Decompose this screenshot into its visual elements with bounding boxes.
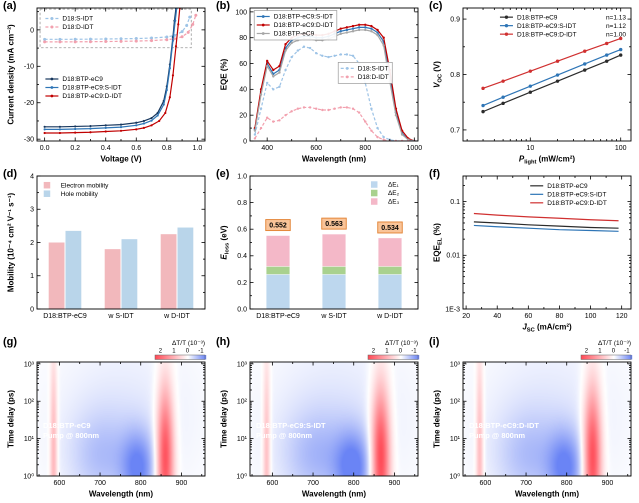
panel-h-tag: (h) <box>216 336 231 348</box>
panel-i-tag: (i) <box>429 336 440 348</box>
panel-i-ta-heatmap <box>426 336 639 503</box>
panel-h-ta-heatmap <box>213 336 426 503</box>
panel-c-tag: (c) <box>429 0 443 12</box>
panel-e-tag: (e) <box>216 168 230 180</box>
panel-a-tag: (a) <box>3 0 17 12</box>
panel-f-tag: (f) <box>429 168 440 180</box>
panel-d-mobility-chart <box>0 168 213 336</box>
panel-h: (h) <box>213 336 426 503</box>
panel-g-tag: (g) <box>3 336 18 348</box>
panel-a: (a) <box>0 0 213 168</box>
panel-b: (b) <box>213 0 426 168</box>
panel-d: (d) <box>0 168 213 336</box>
panel-c-voc-chart <box>426 0 639 168</box>
panel-g-ta-heatmap <box>0 336 213 503</box>
panel-b-tag: (b) <box>216 0 231 12</box>
panel-i: (i) <box>426 336 639 503</box>
panel-e-eloss-chart <box>213 168 426 336</box>
panel-e: (e) <box>213 168 426 336</box>
panel-a-jv-chart <box>0 0 213 168</box>
panel-f: (f) <box>426 168 639 336</box>
panel-f-eqeel-chart <box>426 168 639 336</box>
panel-b-eqe-chart <box>213 0 426 168</box>
panel-g: (g) <box>0 336 213 503</box>
panel-c: (c) <box>426 0 639 168</box>
panel-d-tag: (d) <box>3 168 18 180</box>
